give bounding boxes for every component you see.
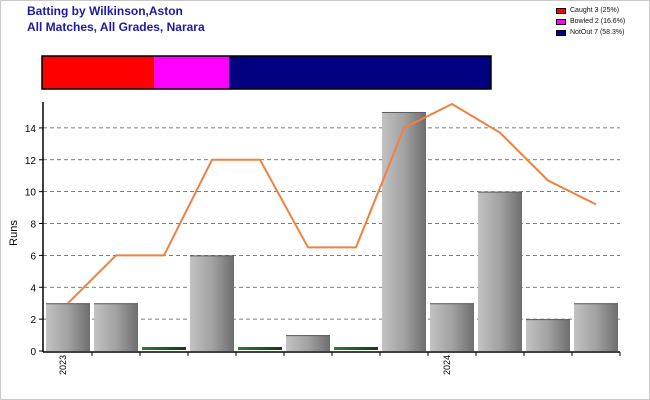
legend-item-caught: Caught 3 (25%) xyxy=(556,5,625,16)
y-tick-label: 6 xyxy=(30,251,36,262)
bars xyxy=(46,111,618,351)
bar-0 xyxy=(46,303,90,351)
bar-9 xyxy=(478,191,522,351)
legend-label-caught: Caught 3 (25%) xyxy=(570,7,620,14)
cumulative-line xyxy=(67,102,597,304)
x-tick-labels: 2023 2024 xyxy=(58,355,452,375)
dismissal-segment-bowled xyxy=(154,56,229,89)
chart-subtitle: All Matches, All Grades, Narara xyxy=(27,20,205,34)
y-tick-label: 12 xyxy=(25,156,37,167)
bar-2 xyxy=(142,347,186,350)
y-tick-label: 4 xyxy=(30,283,36,294)
legend-label-notout: NotOut 7 (58.3%) xyxy=(570,29,625,36)
bar-8 xyxy=(430,303,474,351)
chart-title: Batting by Wilkinson,Aston xyxy=(27,4,183,18)
y-tick-label: 10 xyxy=(25,188,37,199)
legend-swatch-bowled xyxy=(556,18,566,25)
bar-11 xyxy=(574,303,618,351)
bar-4 xyxy=(238,347,282,350)
y-tick-label: 8 xyxy=(30,220,36,231)
bar-5 xyxy=(286,335,330,351)
legend-item-bowled: Bowled 2 (16.6%) xyxy=(556,16,625,27)
dismissal-bar-border xyxy=(41,55,492,90)
dismissal-bar xyxy=(41,55,492,90)
y-tick-label: 14 xyxy=(25,124,37,135)
dismissal-segment-notout xyxy=(228,56,491,89)
legend-swatch-caught xyxy=(556,7,566,14)
legend-swatch-notout xyxy=(556,29,566,36)
legend-label-bowled: Bowled 2 (16.6%) xyxy=(570,18,626,25)
bar-7 xyxy=(382,111,426,351)
cumulative-line-path xyxy=(67,102,597,304)
bar-6 xyxy=(334,347,378,350)
dismissal-segment-caught xyxy=(42,56,155,89)
y-tick-label: 0 xyxy=(30,347,36,358)
axes xyxy=(42,102,621,356)
x-tick-label: 2024 xyxy=(442,355,452,375)
bar-10 xyxy=(526,319,570,351)
x-tick-label: 2023 xyxy=(58,355,68,375)
y-tick-labels: 0 2 4 6 8 10 12 14 xyxy=(25,124,43,358)
legend: Caught 3 (25%) Bowled 2 (16.6%) NotOut 7… xyxy=(556,5,625,38)
bar-3 xyxy=(190,255,234,351)
y-tick-label: 2 xyxy=(30,315,36,326)
y-axis-label: Runs xyxy=(8,220,20,246)
grid-lines xyxy=(43,127,620,320)
bar-1 xyxy=(94,303,138,351)
legend-item-notout: NotOut 7 (58.3%) xyxy=(556,27,625,38)
